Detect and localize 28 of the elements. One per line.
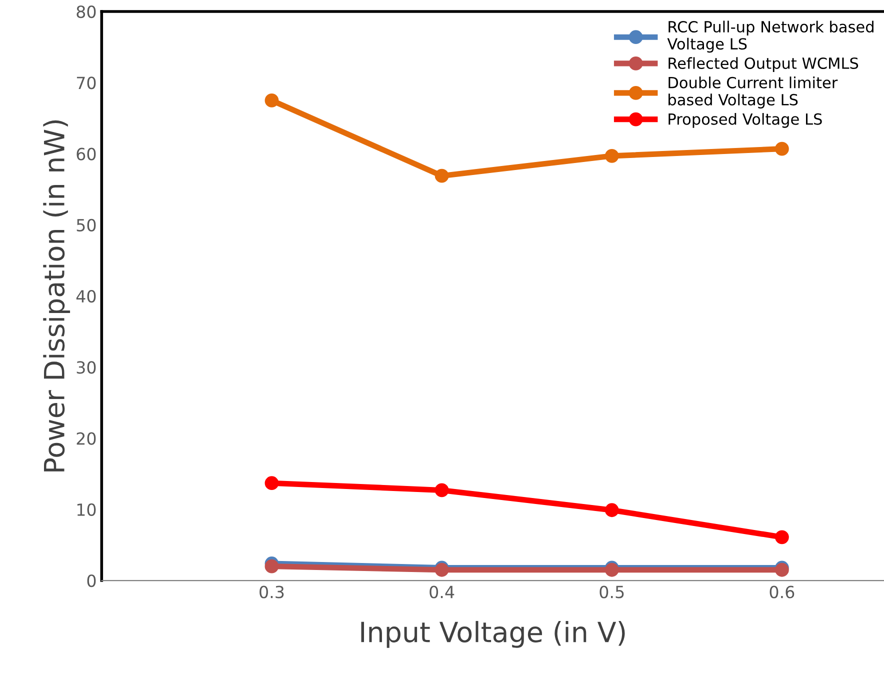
y-tick-label: 0 <box>87 574 96 588</box>
y-tick-label: 10 <box>77 503 96 516</box>
x-axis-title: Input Voltage (in V) <box>361 620 625 648</box>
x-tick-label: 0.4 <box>430 586 454 598</box>
point <box>264 94 279 108</box>
point <box>604 503 619 518</box>
legend-label: RCC Pull-up Network based Voltage LS <box>667 20 874 53</box>
y-tick-label: 20 <box>76 432 96 445</box>
y-tick-label: 80 <box>76 6 96 18</box>
y-tick-label: 50 <box>76 218 96 232</box>
y-tick-label: 60 <box>76 148 96 160</box>
y-tick-label: 30 <box>76 361 96 374</box>
point <box>264 559 279 574</box>
y-axis-title: Power Dissipation (in nW) <box>43 120 70 472</box>
legend-label: Double Current limiter based Voltage LS <box>668 76 838 108</box>
y-tick-label: 70 <box>76 76 96 90</box>
point <box>434 168 449 183</box>
point <box>775 530 789 544</box>
point <box>434 483 449 498</box>
point <box>775 142 789 156</box>
x-tick-label: 0.3 <box>260 586 284 598</box>
x-tick-label: 0.5 <box>600 586 624 598</box>
point <box>604 148 619 163</box>
y-tick-label: 40 <box>76 290 96 303</box>
legend-label: Reflected Output WCMLS <box>668 57 858 72</box>
legend-label: Proposed Voltage LS <box>668 113 822 128</box>
x-tick-label: 0.6 <box>770 586 794 598</box>
point <box>264 476 279 490</box>
